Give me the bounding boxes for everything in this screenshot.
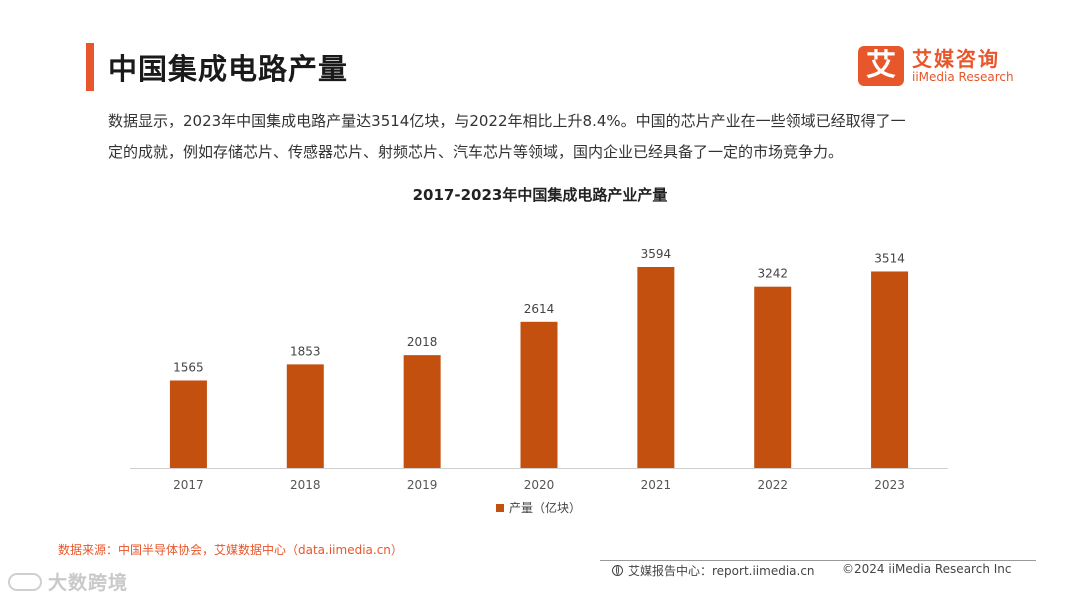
bar-2018 [286, 364, 324, 468]
data-label-2023: 3514 [874, 251, 905, 265]
data-label-2017: 1565 [173, 360, 204, 374]
x-tick-label-2022: 2022 [757, 478, 788, 492]
title-accent-bar [86, 43, 94, 91]
x-tick-label-2018: 2018 [290, 478, 321, 492]
footer-divider [600, 560, 1036, 561]
x-tick-label-2021: 2021 [641, 478, 672, 492]
data-label-2020: 2614 [524, 302, 555, 316]
bar-2020 [520, 321, 558, 468]
watermark-text: 大数跨境 [48, 572, 129, 594]
footer-report-center: 艾媒报告中心：report.iimedia.cn [612, 562, 815, 579]
iimedia-logo: 艾 艾媒咨询 iiMedia Research [858, 46, 1014, 86]
bar-2019 [403, 355, 441, 468]
data-source: 数据来源：中国半导体协会，艾媒数据中心（data.iimedia.cn） [58, 543, 403, 557]
summary-line-2: 定的成就，例如存储芯片、传感器芯片、射频芯片、汽车芯片等领域，国内企业已经具备了… [108, 143, 844, 161]
logo-mark-icon: 艾 [858, 46, 904, 86]
data-label-2022: 3242 [757, 267, 788, 281]
bar-2021 [637, 267, 675, 468]
data-label-2021: 3594 [641, 247, 672, 261]
bar-2022 [754, 286, 792, 468]
legend-label: 产量（亿块） [509, 500, 581, 515]
watermark: 大数跨境 [8, 568, 128, 595]
legend-swatch [496, 504, 504, 512]
x-tick-label-2019: 2019 [407, 478, 438, 492]
report-center-text: 艾媒报告中心：report.iimedia.cn [628, 564, 815, 578]
bar-2017 [169, 380, 207, 468]
summary-text: 数据显示，2023年中国集成电路产量达3514亿块，与2022年相比上升8.4%… [108, 106, 968, 168]
bar-2023 [871, 271, 909, 468]
x-tick-label-2020: 2020 [524, 478, 555, 492]
data-label-2019: 2018 [407, 335, 438, 349]
watermark-logo-icon [8, 572, 42, 591]
x-tick-label-2017: 2017 [173, 478, 204, 492]
logo-chinese-name: 艾媒咨询 [912, 47, 1000, 71]
copyright: ©2024 iiMedia Research Inc [842, 562, 1012, 576]
summary-line-1: 数据显示，2023年中国集成电路产量达3514亿块，与2022年相比上升8.4%… [108, 112, 906, 130]
x-tick-label-2023: 2023 [874, 478, 905, 492]
globe-icon [612, 565, 623, 576]
page-title: 中国集成电路产量 [108, 52, 349, 86]
data-label-2018: 1853 [290, 344, 321, 358]
chart-title: 2017-2023年中国集成电路产业产量 [412, 186, 668, 204]
logo-english-name: iiMedia Research [912, 70, 1014, 84]
